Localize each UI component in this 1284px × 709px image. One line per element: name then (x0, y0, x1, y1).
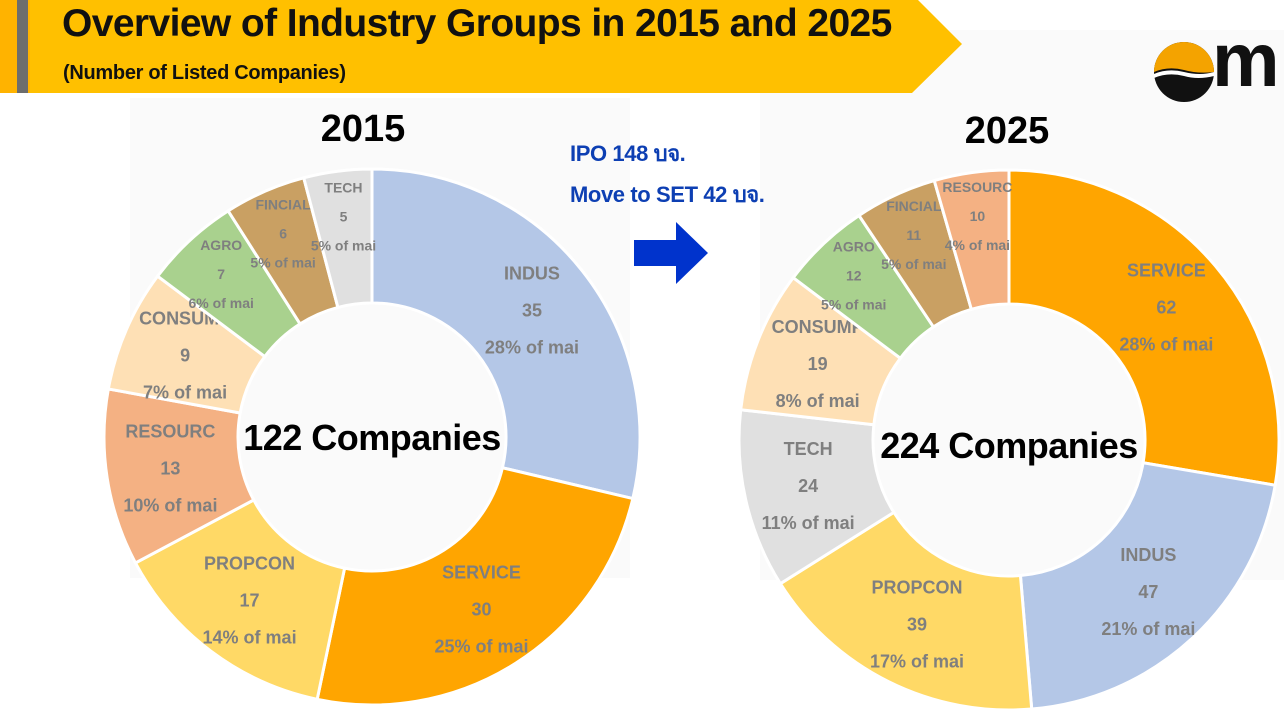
slice-label-value-2025-consump: 19 (808, 354, 828, 374)
slice-label-name-2025-consump: CONSUMP (772, 317, 864, 337)
page-subtitle: (Number of Listed Companies) (63, 62, 346, 84)
slice-label-value-2015-indus: 35 (522, 301, 542, 321)
slice-label-value-2025-propcon: 39 (907, 615, 927, 635)
donut-slice-2015-tech (301, 167, 374, 310)
slice-label-value-2025-tech: 24 (798, 476, 818, 496)
logo-text: m (1212, 30, 1280, 103)
slice-label-value-2015-consump: 9 (180, 346, 190, 366)
slice-label-value-2015-fincial: 6 (279, 225, 287, 241)
slice-label-value-2025-indus: 47 (1138, 582, 1158, 602)
donut-slice-2015-service (315, 465, 635, 707)
header-banner (0, 0, 962, 93)
slice-label-share-2015-agro: 6% of mai (189, 295, 254, 311)
ipo-note: IPO 148 บจ. (570, 141, 686, 166)
slice-label-value-2015-resourc: 13 (160, 459, 180, 479)
slice-label-name-2015-fincial: FINCIAL (255, 196, 311, 212)
slice-label-value-2015-service: 30 (471, 599, 491, 619)
donut-slice-2025-service (1007, 168, 1281, 487)
slice-label-share-2025-indus: 21% of mai (1101, 619, 1195, 639)
slice-label-value-2015-tech: 5 (340, 209, 348, 225)
slice-label-share-2015-resourc: 10% of mai (123, 496, 217, 516)
slice-label-value-2025-fincial: 11 (906, 227, 921, 243)
slice-label-share-2025-service: 28% of mai (1119, 334, 1213, 354)
slice-label-name-2025-resourc: RESOURC (942, 179, 1012, 195)
donut-slice-2025-propcon (778, 510, 1034, 709)
chart-2025-center-label: 224 Companies (880, 425, 1138, 466)
chart-2015-title: 2015 (320, 108, 406, 150)
slice-label-share-2025-tech: 11% of mai (762, 513, 855, 533)
header-stripe (17, 0, 28, 93)
slice-label-value-2025-agro: 12 (846, 268, 862, 284)
chart-2025-title: 2025 (964, 110, 1050, 152)
logo-mark-icon (1154, 42, 1214, 102)
slice-label-share-2015-propcon: 14% of mai (203, 627, 297, 647)
donut-slice-2015-propcon (133, 497, 347, 702)
slice-label-value-2025-resourc: 10 (970, 208, 986, 224)
slice-label-name-2025-tech: TECH (784, 439, 833, 459)
slice-label-name-2015-indus: INDUS (504, 264, 560, 284)
arrow-right-icon (634, 222, 708, 284)
slice-label-name-2015-propcon: PROPCON (204, 553, 295, 573)
slice-label-name-2025-agro: AGRO (833, 239, 875, 255)
slice-label-name-2015-agro: AGRO (200, 237, 242, 253)
slice-label-share-2015-tech: 5% of mai (311, 238, 376, 254)
page-title: Overview of Industry Groups in 2015 and … (62, 2, 892, 45)
move-to-set-note: Move to SET 42 บจ. (570, 182, 765, 207)
slice-label-name-2015-tech: TECH (324, 180, 362, 196)
slice-label-name-2015-service: SERVICE (442, 562, 521, 582)
slice-label-share-2025-propcon: 17% of mai (870, 652, 964, 672)
slice-label-share-2015-service: 25% of mai (434, 636, 528, 656)
donut-slice-2015-indus (370, 167, 642, 501)
donut-slice-2025-indus (1018, 461, 1277, 709)
slice-label-name-2025-fincial: FINCIAL (886, 198, 942, 214)
slice-label-name-2025-indus: INDUS (1120, 545, 1176, 565)
slice-label-name-2025-service: SERVICE (1127, 260, 1206, 280)
company-logo: m (1148, 30, 1284, 110)
chart-2015-center-label: 122 Companies (243, 417, 501, 458)
donut-slice-2025-resourc (932, 168, 1011, 312)
slice-label-share-2015-fincial: 5% of mai (250, 254, 315, 270)
slice-label-share-2025-fincial: 5% of mai (881, 256, 946, 272)
slice-label-share-2015-indus: 28% of mai (485, 338, 579, 358)
slice-label-value-2025-service: 62 (1156, 297, 1176, 317)
slice-label-share-2025-resourc: 4% of mai (945, 237, 1010, 253)
slice-label-share-2015-consump: 7% of mai (143, 383, 227, 403)
slice-label-name-2015-resourc: RESOURC (125, 422, 215, 442)
slice-label-value-2015-agro: 7 (217, 266, 225, 282)
slice-label-share-2025-agro: 5% of mai (821, 297, 886, 313)
slice-label-value-2015-propcon: 17 (240, 590, 260, 610)
slice-label-share-2025-consump: 8% of mai (776, 391, 860, 411)
slice-label-name-2025-propcon: PROPCON (872, 578, 963, 598)
